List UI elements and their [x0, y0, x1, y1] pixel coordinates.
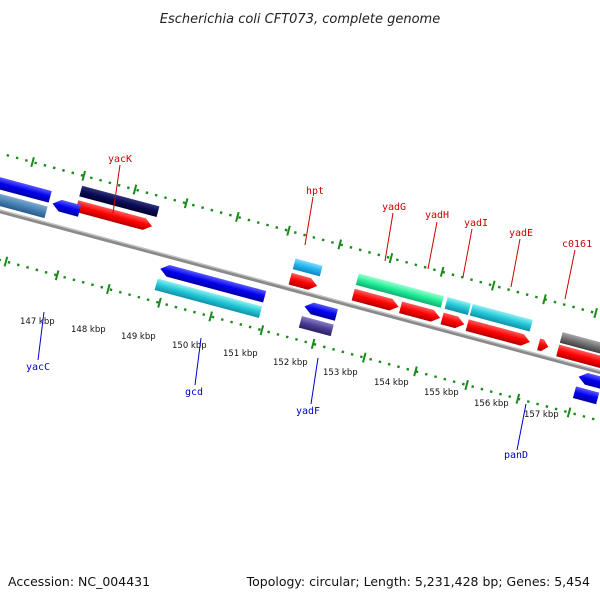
ruler-labels: 147 kbp 148 kbp 149 kbp 150 kbp 151 kbp … — [20, 317, 559, 420]
ruler-label: 156 kbp — [474, 399, 509, 409]
gene-yadH — [398, 301, 441, 322]
ruler-label: 154 kbp — [374, 378, 409, 388]
gene-c0161-small — [537, 338, 549, 352]
top-ticks — [30, 156, 598, 319]
gene-yadI — [440, 312, 465, 329]
ruler-label: 151 kbp — [223, 349, 258, 359]
bottom-dotted-track — [0, 248, 600, 427]
genome-track — [0, 149, 600, 427]
gene-left-edge-partner — [0, 190, 48, 219]
ruler-label: 147 kbp — [20, 317, 55, 327]
ruler-label: 152 kbp — [273, 358, 308, 368]
gene-label-gcd: gcd — [185, 387, 203, 398]
topology-summary: Topology: circular; Length: 5,231,428 bp… — [246, 574, 590, 589]
gene-yacK — [75, 200, 153, 230]
bottom-ticks — [3, 256, 572, 418]
forward-gene-labels: yacK hpt yadG yadH yadI yadE c0161 — [108, 154, 592, 300]
gene-panD — [578, 373, 600, 389]
ruler-label: 149 kbp — [121, 332, 156, 342]
reverse-gene-labels: yacC gcd yadF panD — [26, 311, 528, 461]
ruler-label: 155 kbp — [424, 388, 459, 398]
ruler-label: 150 kbp — [172, 341, 207, 351]
gene-label-c0161: c0161 — [562, 239, 592, 250]
accession-text: Accession: NC_004431 — [8, 574, 150, 589]
gene-label-yacC: yacC — [26, 362, 50, 373]
gene-yadG-partner — [355, 273, 444, 308]
gene-yacC — [52, 199, 82, 217]
gene-yadF — [304, 302, 338, 321]
gene-label-yadI: yadI — [464, 218, 488, 229]
gene-gcd — [160, 265, 267, 303]
gene-label-yacK: yacK — [108, 154, 132, 165]
ruler-label: 148 kbp — [71, 325, 106, 335]
gene-yadG — [351, 288, 399, 311]
gene-c0161-partner — [559, 332, 600, 359]
gene-panD-partner — [572, 386, 600, 405]
ruler-label: 153 kbp — [323, 368, 358, 378]
gene-label-yadG: yadG — [382, 202, 406, 213]
gene-label-panD: panD — [504, 450, 528, 461]
gene-yadF-partner — [298, 316, 334, 337]
top-dotted-track — [0, 149, 600, 328]
gene-label-yadE: yadE — [509, 228, 533, 239]
gene-label-yadH: yadH — [425, 210, 449, 221]
gene-label-hpt: hpt — [306, 186, 324, 197]
gene-label-yadF: yadF — [296, 406, 320, 417]
gene-c0161 — [556, 344, 600, 377]
genome-title: Escherichia coli CFT073, complete genome — [160, 12, 440, 27]
ruler-label: 157 kbp — [524, 410, 559, 420]
gene-hpt — [288, 272, 318, 290]
gene-yadI-partner — [444, 297, 471, 315]
gene-yacK-partner — [79, 185, 160, 218]
gene-yadE-partner — [469, 303, 533, 332]
gene-left-edge — [0, 174, 52, 203]
backbone-highlight — [0, 202, 600, 380]
gene-gcd-partner — [154, 278, 263, 318]
gene-yadE — [465, 319, 530, 346]
gene-hpt-partner — [292, 258, 323, 277]
